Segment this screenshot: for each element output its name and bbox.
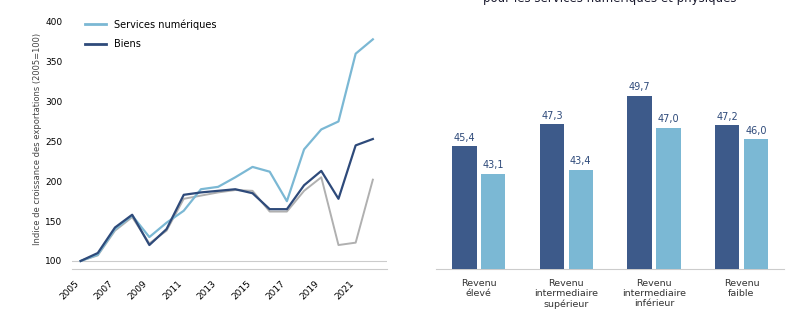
- Text: 43,4: 43,4: [570, 156, 591, 167]
- Text: 46,0: 46,0: [745, 126, 766, 136]
- Text: 45,4: 45,4: [454, 133, 475, 143]
- Bar: [744, 139, 768, 328]
- Bar: [452, 147, 477, 328]
- Bar: [656, 128, 681, 328]
- Bar: [627, 96, 652, 328]
- Bar: [714, 125, 739, 328]
- Legend: Services numériques, Biens: Services numériques, Biens: [83, 17, 218, 51]
- Text: 43,1: 43,1: [482, 160, 504, 170]
- Text: 47,2: 47,2: [716, 112, 738, 122]
- Text: 49,7: 49,7: [629, 82, 650, 92]
- Y-axis label: Indice de croissance des exportations (2005=100): Indice de croissance des exportations (2…: [34, 33, 42, 245]
- Bar: [569, 170, 593, 328]
- Bar: [540, 124, 564, 328]
- Bar: [481, 174, 506, 328]
- Text: 47,3: 47,3: [541, 111, 562, 121]
- Text: 47,0: 47,0: [658, 114, 679, 124]
- Title: Indices de restriction des échanges
pour les services numériques et physiques: Indices de restriction des échanges pour…: [483, 0, 737, 5]
